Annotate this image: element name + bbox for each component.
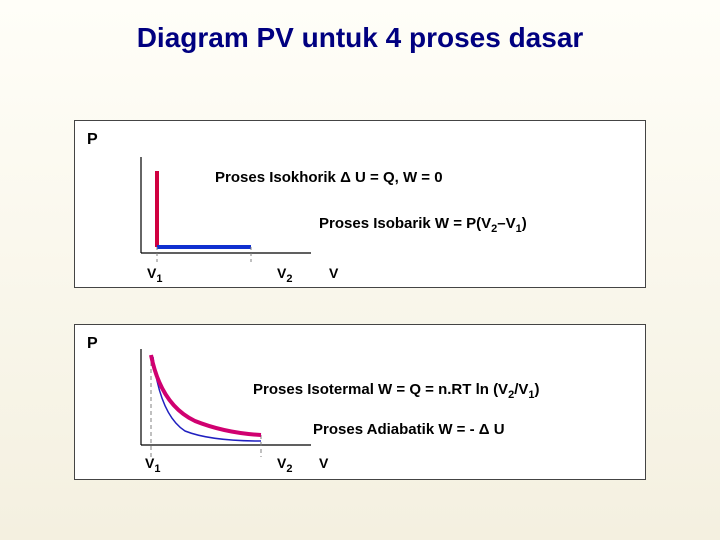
adiabatik-label: Proses Adiabatik W = - Δ U: [313, 421, 505, 438]
pv-diagram-2: [105, 335, 325, 475]
axis-p-label-2: P: [87, 335, 98, 353]
pv-diagram-1: [105, 137, 325, 277]
v2-label-2: V2: [277, 455, 292, 475]
isobarik-label: Proses Isobarik W = P(V2–V1): [319, 215, 527, 235]
axis-p-label-1: P: [87, 131, 98, 149]
v-axis-label-2: V: [319, 455, 328, 471]
panel-isotermal-adiabatik: P Proses Isotermal W = Q = n.RT ln (V2/V…: [74, 324, 646, 480]
v1-label-1: V1: [147, 265, 162, 285]
v2-label-1: V2: [277, 265, 292, 285]
panel-isokhorik-isobarik: P Proses Isokhorik Δ U = Q, W = 0 Proses…: [74, 120, 646, 288]
pv-svg-2: [105, 335, 325, 475]
isokhorik-label: Proses Isokhorik Δ U = Q, W = 0: [215, 169, 443, 186]
isotermal-label: Proses Isotermal W = Q = n.RT ln (V2/V1): [253, 381, 540, 401]
v-axis-label-1: V: [329, 265, 338, 281]
pv-svg-1: [105, 137, 325, 277]
isotermal-curve: [151, 355, 261, 435]
v1-label-2: V1: [145, 455, 160, 475]
page-title: Diagram PV untuk 4 proses dasar: [0, 22, 720, 54]
